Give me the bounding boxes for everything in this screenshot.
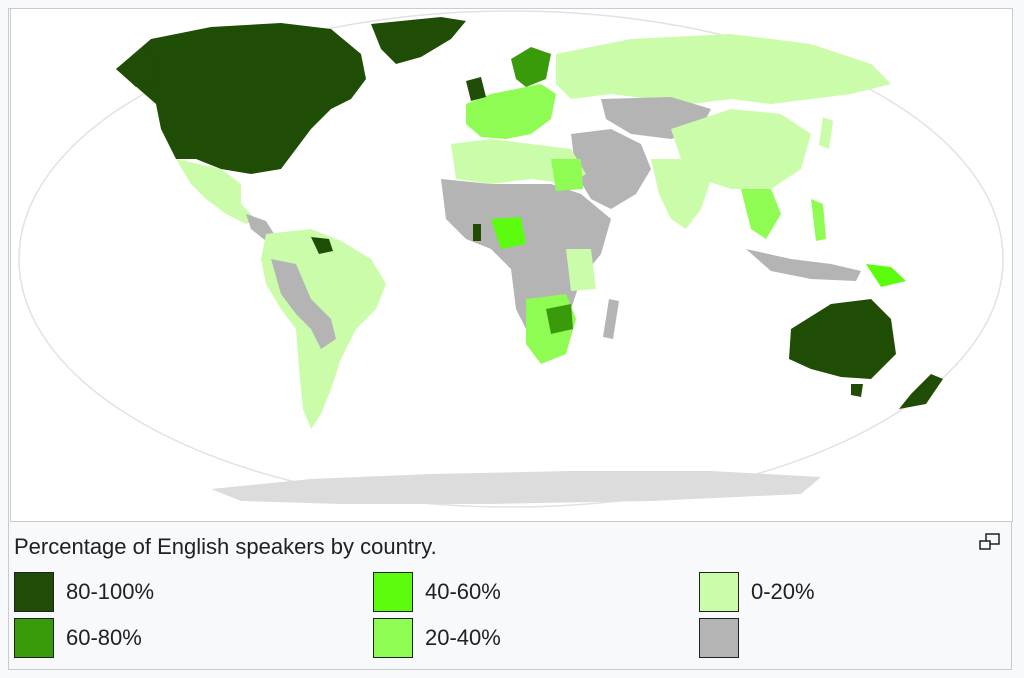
region-antarctica [211,471,821,504]
region-se-asia [741,189,781,239]
region-china [671,109,811,189]
region-middle-east [571,129,651,209]
enlarge-icon[interactable] [978,532,1002,552]
region-north-africa [451,139,586,184]
region-scandinavia [511,47,551,87]
region-madagascar [603,299,619,339]
legend-label: 60-80% [66,625,142,650]
region-mexico [176,159,256,224]
region-south-america-grey [271,259,336,349]
legend-swatch [14,572,54,612]
region-tasmania [851,384,863,397]
region-canada-usa [116,23,366,174]
region-png [866,264,906,287]
legend-label: 80-100% [66,579,155,604]
region-india [651,159,711,229]
region-africa-grey [441,179,611,339]
legend-swatch [699,572,739,612]
region-indonesia [746,249,861,281]
map-svg [18,10,1004,508]
legend-swatch [373,618,413,658]
region-japan [819,117,833,149]
region-ghana [473,224,481,241]
map-caption: Percentage of English speakers by countr… [14,534,437,559]
region-alaska [116,51,161,87]
region-egypt [551,159,583,191]
region-east-africa [566,249,596,291]
legend-label: 20-40% [425,625,501,650]
region-zimbabwe [546,304,573,334]
region-philippines [811,199,826,241]
region-australia [789,299,896,379]
legend-swatch [373,572,413,612]
legend-label: 0-20% [751,579,815,604]
legend-swatch [699,618,739,658]
region-russia [556,34,891,104]
world-map[interactable] [10,8,1013,522]
legend-swatch [14,618,54,658]
region-new-zealand [899,374,943,409]
region-uk [466,77,486,101]
region-nigeria [491,217,526,249]
region-greenland [371,17,466,64]
legend-label: 40-60% [425,579,501,604]
region-europe [466,84,556,139]
region-guyana [311,237,333,254]
